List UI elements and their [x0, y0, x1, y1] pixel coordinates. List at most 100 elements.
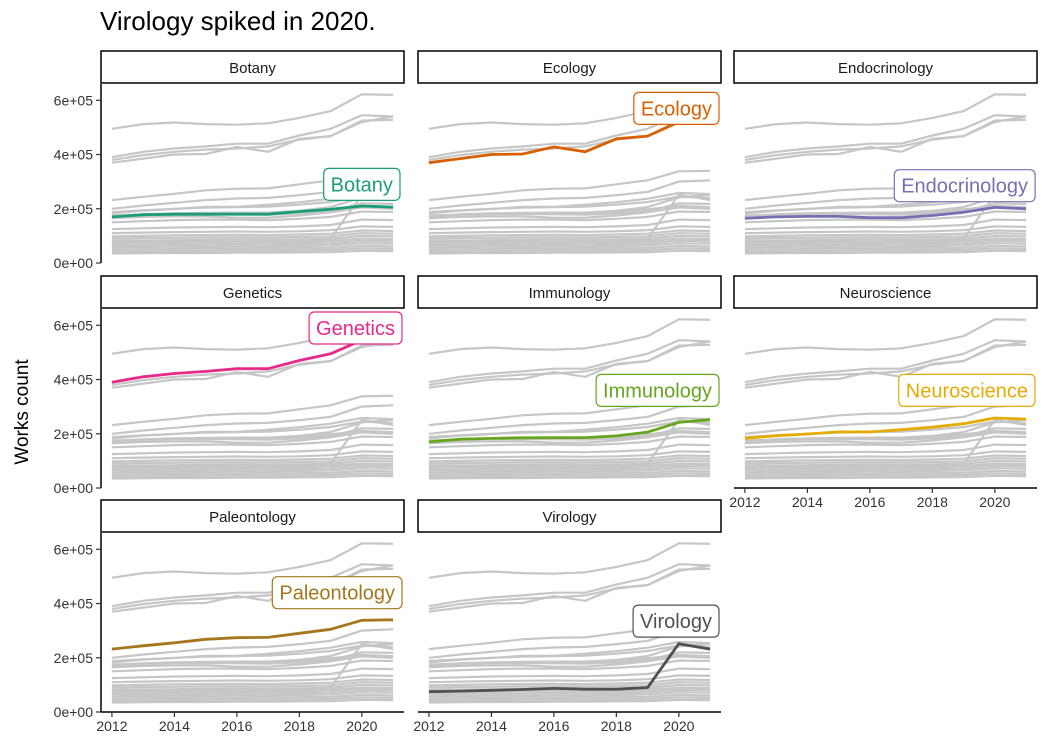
- series-label-text-immunology: Immunology: [603, 380, 712, 402]
- y-tick-label: 4e+05: [54, 372, 94, 388]
- y-tick-label: 2e+05: [54, 426, 94, 442]
- background-line-genetics: [111, 563, 394, 608]
- background-line-10: [428, 681, 711, 689]
- strip-label-neuroscience: Neuroscience: [840, 285, 932, 302]
- background-line-15: [428, 244, 711, 251]
- series-line-virology: [428, 642, 711, 694]
- background-line-13: [111, 464, 394, 472]
- strip-label-paleontology: Paleontology: [209, 509, 296, 526]
- chart-title: Virology spiked in 2020.: [100, 6, 376, 36]
- background-line-15: [744, 469, 1027, 476]
- background-line-neuroscience: [111, 640, 394, 664]
- background-line-immunology: [111, 418, 394, 443]
- facet-panel-ecology: Ecology Ecology: [417, 50, 722, 255]
- strip-genetics: [100, 275, 405, 309]
- x-tick-label: 2012: [729, 494, 760, 510]
- series-label-box-ecology: [633, 91, 720, 126]
- background-line-15: [428, 469, 711, 476]
- background-line-13: [111, 239, 394, 247]
- background-line-9: [428, 454, 711, 463]
- background-line-15: [111, 693, 394, 700]
- series-label-paleontology: Paleontology: [271, 576, 403, 610]
- x-tick-label: 2014: [792, 494, 823, 510]
- background-line-8: [428, 674, 711, 684]
- background-line-3: [744, 404, 1027, 435]
- strip-label-ecology: Ecology: [543, 60, 597, 77]
- y-tick-label: 0e+00: [54, 480, 94, 496]
- background-line-immunology: [744, 418, 1027, 443]
- series-label-ecology: Ecology: [633, 91, 720, 126]
- background-line-9: [111, 454, 394, 463]
- background-line-neuroscience: [428, 640, 711, 664]
- background-line-8: [428, 225, 711, 235]
- background-lines-endocrinology: [744, 93, 1027, 255]
- background-line-neuroscience: [111, 416, 394, 440]
- background-line-ecology: [428, 564, 711, 613]
- background-line-7: [428, 443, 711, 456]
- x-tick-label: 2018: [284, 718, 315, 734]
- background-line-16: [111, 247, 394, 253]
- y-tick-label: 2e+05: [54, 650, 94, 666]
- background-line-14: [428, 467, 711, 474]
- series-line-paleontology: [111, 618, 394, 651]
- series-line-genetics: [111, 338, 394, 384]
- background-line-10: [744, 232, 1027, 240]
- y-tick-label: 4e+05: [54, 147, 94, 163]
- series-label-box-botany: [323, 167, 401, 201]
- background-line-10: [428, 457, 711, 465]
- background-line-9: [111, 229, 394, 238]
- strip-label-genetics: Genetics: [223, 285, 282, 302]
- background-line-neuroscience: [428, 416, 711, 440]
- background-line-6: [428, 435, 711, 449]
- background-line-3: [111, 628, 394, 659]
- facet-panel-botany: Botany Botany 0e+00 2e+05 4e+05 6e+05: [54, 50, 405, 271]
- strip-label-endocrinology: Endocrinology: [838, 60, 934, 77]
- series-label-text-neuroscience: Neuroscience: [906, 380, 1028, 402]
- x-tick-label: 2020: [663, 718, 694, 734]
- background-line-genetics: [428, 339, 711, 384]
- series-label-text-virology: Virology: [640, 611, 712, 633]
- series-line-ecology: [428, 115, 711, 165]
- y-tick-label: 0e+00: [54, 255, 94, 271]
- background-line-16: [428, 696, 711, 702]
- background-line-13: [111, 688, 394, 696]
- x-tick-label: 2020: [346, 718, 377, 734]
- background-line-1: [111, 542, 394, 579]
- background-lines-ecology: [428, 93, 711, 255]
- background-line-endocrinology: [428, 431, 711, 445]
- background-line-ecology: [111, 115, 394, 164]
- background-line-9: [428, 678, 711, 687]
- background-line-8: [428, 450, 711, 460]
- background-line-14: [744, 242, 1027, 249]
- strip-label-virology: Virology: [543, 509, 597, 526]
- series-label-box-paleontology: [271, 576, 403, 610]
- background-line-endocrinology: [111, 206, 394, 220]
- background-line-14: [744, 467, 1027, 474]
- strip-paleontology: [100, 499, 405, 533]
- background-line-1: [744, 318, 1027, 355]
- background-line-8: [111, 450, 394, 460]
- facet-panel-virology: Virology Virology 2012 2014 2016 2018 2020: [413, 499, 722, 734]
- y-axis-title: Works count: [12, 359, 33, 465]
- y-tick-label: 4e+05: [54, 596, 94, 612]
- strip-label-immunology: Immunology: [529, 285, 611, 302]
- x-tick-label: 2016: [221, 718, 252, 734]
- background-line-1: [744, 93, 1027, 130]
- x-tick-label: 2012: [413, 718, 444, 734]
- background-line-8: [111, 225, 394, 235]
- series-label-text-ecology: Ecology: [641, 98, 712, 120]
- background-line-16: [111, 472, 394, 478]
- background-line-6: [744, 210, 1027, 224]
- background-line-17: [111, 474, 394, 480]
- background-line-neuroscience: [428, 191, 711, 215]
- strip-virology: [417, 499, 722, 533]
- background-line-6: [428, 210, 711, 224]
- background-line-genetics: [744, 339, 1027, 384]
- facet-panel-immunology: Immunology Immunology: [417, 275, 722, 480]
- background-line-17: [428, 474, 711, 480]
- background-line-endocrinology: [111, 431, 394, 445]
- series-label-text-botany: Botany: [331, 174, 393, 196]
- series-line-botany: [111, 204, 394, 219]
- background-line-14: [111, 691, 394, 698]
